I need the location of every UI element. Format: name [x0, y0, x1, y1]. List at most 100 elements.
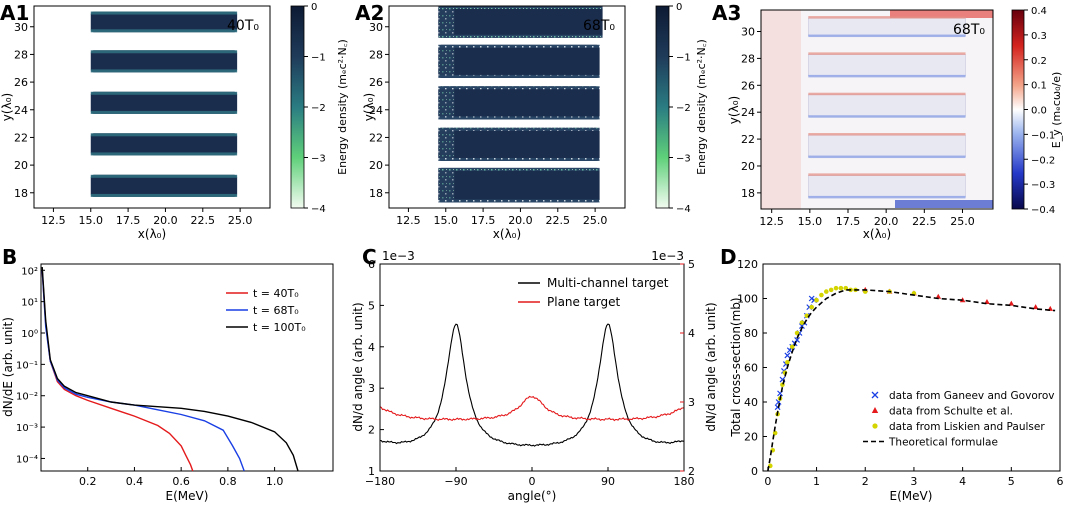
c-xtick-label: 90	[601, 475, 615, 488]
d-point-schulte	[1008, 300, 1015, 306]
a3-channel-edge-bottom	[808, 195, 966, 199]
a3-ytick-label: 30	[741, 26, 755, 39]
c-ytick-left-label: 4	[368, 341, 375, 354]
a3-ytick-label: 24	[741, 106, 755, 119]
d-point-liskien	[833, 285, 839, 291]
label-d: D	[720, 245, 737, 269]
a2-ytick-label: 18	[369, 187, 383, 200]
d-xtick-label: 3	[910, 475, 917, 488]
a2-ytick-label: 20	[369, 159, 383, 172]
c-ytick-right-label: 4	[688, 327, 695, 340]
c-xtick-label: 180	[674, 475, 695, 488]
a3-annotation: 68T₀	[953, 22, 985, 38]
d-xtick-label: 2	[862, 475, 869, 488]
d-ytick-label: 40	[744, 396, 758, 409]
a3-xtick-label: 20.0	[874, 215, 899, 228]
a1-ytick-label: 18	[14, 187, 28, 200]
a3-colorbar-tick-label: 0.3	[1031, 31, 1047, 42]
a1-xtick-label: 22.5	[191, 214, 216, 227]
b-xtick-label: 0.2	[79, 475, 97, 488]
b-legend-label: t = 40T₀	[253, 287, 299, 300]
b-ytick-label: 10⁻²	[16, 392, 38, 403]
a2-xtick-label: 15.0	[434, 214, 459, 227]
d-ytick-label: 100	[737, 293, 758, 306]
d-ytick-label: 60	[744, 362, 758, 375]
d-ytick-label: 80	[744, 327, 758, 340]
c-ytick-right-label: 3	[688, 396, 695, 409]
a1-colorbar	[290, 5, 305, 209]
a1-ytick-label: 24	[14, 104, 28, 117]
a3-channel-edge-top	[808, 16, 966, 19]
a3-channel-edge-bottom	[808, 115, 966, 118]
a2-ylabel: y(λ₀)	[362, 93, 376, 121]
a3-colorbar-tick-label: 0.2	[1031, 56, 1047, 67]
c-offset-left: 1e−3	[382, 249, 415, 263]
a1-xtick-label: 12.5	[41, 214, 66, 227]
a2-colorbar-tick-label: 0	[676, 2, 682, 13]
d-legend-label: data from Liskien and Paulser	[889, 421, 1045, 433]
a2-colorbar-tick-label: −3	[676, 154, 691, 165]
c-ytick-left-label: 3	[368, 382, 375, 395]
a3-colorbar-tick-label: 0.1	[1031, 81, 1047, 92]
a2-channel-edge-bottom	[438, 74, 600, 78]
a3-xtick-label: 22.5	[912, 215, 937, 228]
a2-annotation: 68T₀	[583, 18, 615, 34]
d-xlabel: E(MeV)	[890, 489, 933, 503]
d-point-liskien	[772, 430, 778, 436]
c-legend-label: Plane target	[547, 295, 621, 309]
b-xtick-label: 0.4	[126, 475, 144, 488]
a1-colorbar-tick-label: −2	[311, 103, 326, 114]
c-ytick-right-label: 2	[688, 465, 695, 478]
c-ytick-left-label: 2	[368, 424, 375, 437]
a2-channel-edge-top	[438, 44, 600, 48]
c-series-line	[380, 395, 684, 422]
a3-channel-edge-bottom	[808, 74, 966, 78]
a2-channel-head	[438, 170, 455, 200]
a1-channel	[90, 91, 238, 114]
a1-channel-edge-top	[90, 133, 238, 137]
d-xtick-label: 1	[813, 475, 820, 488]
d-ytick-label: 120	[737, 258, 758, 271]
a1-xtick-label: 15.0	[79, 214, 104, 227]
a1-colorbar-tick-label: 0	[311, 2, 317, 13]
b-series-line	[41, 267, 299, 472]
a2-ytick-label: 28	[369, 48, 383, 61]
a2-xtick-label: 25.0	[583, 214, 608, 227]
b-xtick-label: 0.6	[172, 475, 190, 488]
a1-channel-edge-bottom	[90, 110, 238, 114]
a2-channel-edge-top	[438, 86, 600, 90]
d-xtick-label: 5	[1008, 475, 1015, 488]
d-theory-line	[767, 289, 1056, 472]
b-series-line	[41, 270, 245, 472]
label-a1: A1	[0, 1, 29, 25]
panel-a1: 40T₀ 12.5 15.0 17.5 20.0 22.5 25.0 18 20 22 24 26 2…	[0, 2, 349, 241]
a1-xtick-label: 25.0	[228, 214, 253, 227]
a2-channel-head	[438, 47, 455, 75]
c-ytick-left-label: 6	[368, 258, 375, 271]
a3-channel	[808, 175, 966, 198]
a3-xtick-label: 25.0	[950, 215, 975, 228]
a1-ytick-label: 22	[14, 131, 28, 144]
a3-channel-edge-top	[808, 173, 966, 176]
a1-ytick-label: 20	[14, 159, 28, 172]
label-b: B	[2, 245, 17, 269]
a3-ylabel: y(λ₀)	[727, 96, 741, 124]
a3-channel	[808, 94, 966, 117]
a3-ytick-label: 20	[741, 160, 755, 173]
a1-channel-edge-top	[90, 174, 238, 178]
b-ylabel: dN/dE (arb. unit)	[1, 317, 15, 417]
a2-ytick-label: 24	[369, 104, 383, 117]
a1-annotation: 40T₀	[227, 18, 259, 34]
a2-xtick-label: 20.0	[508, 214, 533, 227]
a2-colorbar	[655, 5, 670, 209]
d-point-schulte	[1032, 304, 1039, 310]
c-ytick-right-label: 5	[688, 258, 695, 271]
a3-ytick-label: 18	[741, 187, 755, 200]
d-legend-swatch	[871, 391, 879, 399]
a3-left-band	[761, 10, 801, 209]
a1-xtick-label: 17.5	[116, 214, 141, 227]
d-legend-label: Theoretical formulae	[888, 437, 998, 449]
a2-channel	[438, 44, 600, 78]
c-ylabel-left: dN/d angle (arb. unit)	[351, 302, 365, 431]
